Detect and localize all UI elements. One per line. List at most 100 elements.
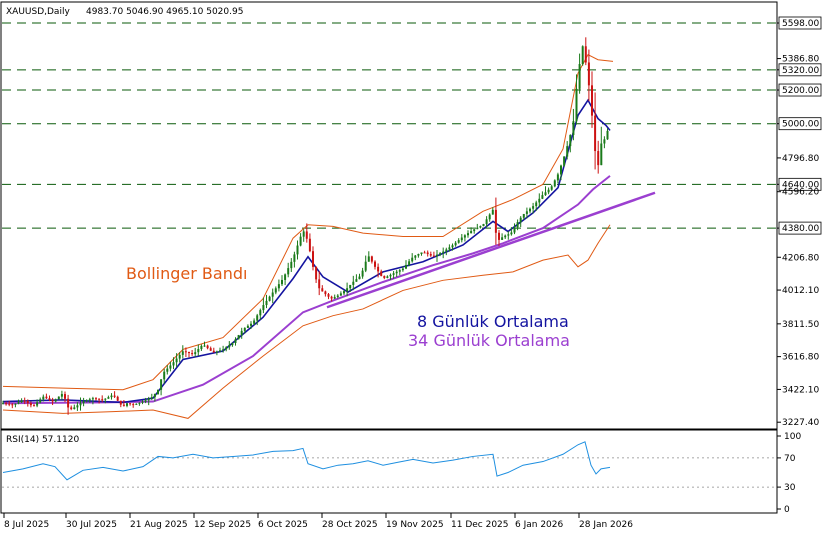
candle-body xyxy=(389,274,392,277)
candle-body xyxy=(454,242,457,246)
ma34-annotation: 34 Günlük Ortalama xyxy=(408,331,570,350)
candle-body xyxy=(57,396,60,400)
price-tick-label: 3227.40 xyxy=(782,418,819,428)
candle-body xyxy=(39,399,42,403)
candle-body xyxy=(157,389,159,394)
candle-body xyxy=(308,238,311,252)
candle-body xyxy=(20,400,23,403)
candle-body xyxy=(302,231,305,237)
candle-body xyxy=(305,231,308,239)
candle-body xyxy=(64,394,66,399)
candle-body xyxy=(290,261,293,269)
candle-body xyxy=(144,400,147,402)
candle-body xyxy=(141,401,144,403)
candle-body xyxy=(420,252,423,255)
candle-body xyxy=(473,229,476,232)
candle-body xyxy=(82,401,85,404)
candle-body xyxy=(138,402,141,404)
candle-body xyxy=(281,279,283,285)
time-tick-label: 30 Jul 2025 xyxy=(66,520,117,530)
trendline-layer xyxy=(326,191,656,309)
candle-body xyxy=(104,398,107,400)
candle-body xyxy=(70,407,73,410)
candle-body xyxy=(231,343,234,346)
candle-body xyxy=(569,135,572,147)
candle-body xyxy=(442,251,445,254)
candle-body xyxy=(67,398,70,408)
candle-body xyxy=(572,121,575,136)
rsi-readout: RSI(14) 57.1120 xyxy=(6,435,79,445)
candle-body xyxy=(324,291,327,295)
candle-body xyxy=(498,232,500,240)
candle-body xyxy=(578,64,581,89)
candle-body xyxy=(553,180,556,187)
candle-body xyxy=(358,276,361,280)
candle-body xyxy=(54,399,57,402)
candle-body xyxy=(271,292,274,297)
candle-body xyxy=(2,403,4,405)
candle-body xyxy=(191,353,194,355)
candle-body xyxy=(48,398,51,400)
candle-body xyxy=(11,404,14,406)
candle-body xyxy=(488,214,491,220)
candle-body xyxy=(377,266,380,272)
candle-body xyxy=(119,400,122,405)
candle-body xyxy=(439,253,442,255)
candle-body xyxy=(60,394,63,397)
candle-body xyxy=(386,276,389,278)
time-tick-label: 28 Jan 2026 xyxy=(579,520,633,530)
time-tick-label: 11 Dec 2025 xyxy=(451,520,509,530)
candle-body xyxy=(169,365,172,369)
horizontal-levels xyxy=(2,22,776,229)
candle-body xyxy=(23,400,26,402)
candle-body xyxy=(153,393,156,398)
rsi-tick-label: 0 xyxy=(784,505,790,515)
price-tick-label: 3811.50 xyxy=(782,320,819,330)
candle-body xyxy=(507,234,510,236)
candle-body xyxy=(175,358,178,363)
price-tick-label: 4380.00 xyxy=(782,224,819,234)
candle-body xyxy=(560,165,562,175)
moving-averages xyxy=(2,98,611,405)
candle-body xyxy=(101,399,104,401)
candle-body xyxy=(606,130,609,140)
candle-body xyxy=(135,403,138,405)
candle-body xyxy=(14,403,17,405)
candle-body xyxy=(532,206,535,209)
candle-body xyxy=(581,46,584,65)
candle-body xyxy=(172,362,175,366)
price-label-box xyxy=(778,221,822,235)
candle-body xyxy=(200,345,203,350)
rsi-line xyxy=(2,441,611,481)
candle-body xyxy=(417,254,420,256)
candle-body xyxy=(538,198,541,203)
price-tick-label: 5000.00 xyxy=(782,120,819,130)
candle-body xyxy=(432,255,435,257)
candle-body xyxy=(501,237,504,240)
candle-body xyxy=(482,223,485,227)
candle-body xyxy=(209,348,212,351)
candle-body xyxy=(349,284,352,289)
candle-body xyxy=(494,209,497,233)
candle-body xyxy=(603,139,606,144)
candle-body xyxy=(392,273,395,275)
candle-body xyxy=(566,146,569,157)
candle-body xyxy=(42,396,45,400)
candle-body xyxy=(504,235,507,238)
bollinger-lower-line xyxy=(2,224,611,419)
price-tick-label: 4796.80 xyxy=(782,154,819,164)
price-tick-label: 4640.00 xyxy=(782,180,819,190)
candle-body xyxy=(367,256,370,262)
candle-body xyxy=(550,186,553,190)
candle-body xyxy=(129,403,132,405)
candle-body xyxy=(600,143,603,166)
ma34-line xyxy=(2,175,611,405)
candle-body xyxy=(299,236,302,246)
rsi-indicator: 100 70 30 0 xyxy=(2,432,801,515)
candle-body xyxy=(426,252,429,255)
candle-body xyxy=(408,261,411,265)
price-tick-label: 4596.20 xyxy=(782,188,819,198)
candle-body xyxy=(525,211,528,214)
candle-body xyxy=(460,237,463,241)
